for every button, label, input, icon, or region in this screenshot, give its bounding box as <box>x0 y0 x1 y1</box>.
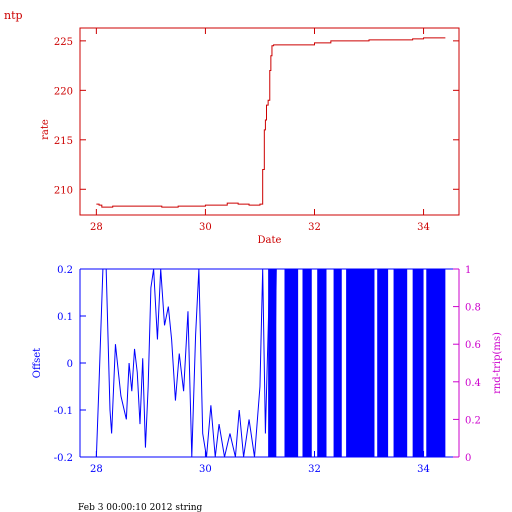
rtt-band <box>284 269 299 457</box>
rtt-band <box>317 269 327 457</box>
offset-y-tick-label: 0.2 <box>57 265 73 276</box>
rtt-y-tick-label: 0.4 <box>465 378 481 389</box>
offset-x-tick-label: 34 <box>417 464 430 475</box>
offset-series-line <box>95 269 277 457</box>
offset-plot-area <box>95 269 446 457</box>
rate-x-tick-label: 28 <box>90 222 103 233</box>
offset-x-tick-label: 32 <box>308 464 321 475</box>
rtt-y-tick-label: 0.6 <box>465 340 481 351</box>
rtt-y-axis-label: rnd-trip(ms) <box>492 332 503 394</box>
rate-x-tick-label: 30 <box>199 222 212 233</box>
rtt-band <box>412 269 424 457</box>
rate-y-tick-label: 215 <box>54 136 73 147</box>
rate-x-tick-label: 34 <box>417 222 430 233</box>
rtt-band <box>268 269 277 457</box>
rtt-band <box>393 269 408 457</box>
offset-y-tick-label: 0.1 <box>57 312 73 323</box>
offset-y-axis-label: Offset <box>32 348 43 378</box>
chart-header-title: ntp <box>4 9 23 22</box>
rate-y-tick-label: 220 <box>54 86 73 97</box>
rate-y-tick-label: 210 <box>54 185 73 196</box>
offset-y-tick-label: -0.2 <box>54 453 73 464</box>
rtt-y-tick-label: 1 <box>465 265 471 276</box>
offset-y-tick-label: -0.1 <box>54 406 73 417</box>
rate-series-line <box>96 37 446 208</box>
rtt-band <box>426 269 446 457</box>
footer-caption: Feb 3 00:00:10 2012 string <box>78 503 203 512</box>
rtt-y-tick-label: 0.2 <box>465 415 481 426</box>
rtt-y-tick-label: 0 <box>465 453 471 464</box>
rtt-band <box>302 269 312 457</box>
offset-x-tick-label: 30 <box>199 464 212 475</box>
rate-y-axis-label: rate <box>40 119 51 140</box>
offset-y-tick-label: 0 <box>67 359 73 370</box>
rate-y-tick-label: 225 <box>54 37 73 48</box>
rate-chart: 28 30 32 34 210 215 220 225 Date rate <box>40 27 460 246</box>
offset-x-tick-label: 28 <box>90 464 103 475</box>
rtt-band <box>346 269 375 457</box>
rtt-band <box>333 269 342 457</box>
rtt-band <box>377 269 389 457</box>
rtt-y-tick-label: 0.8 <box>465 303 481 314</box>
rate-x-tick-label: 32 <box>308 222 321 233</box>
rate-x-axis-label: Date <box>258 235 282 246</box>
rate-plot-frame <box>79 27 460 216</box>
offset-chart: 28 30 32 34 -0.2 -0.1 0 0.1 0.2 0 0.2 0.4 0.6 0.8 1 Off… <box>32 265 503 475</box>
